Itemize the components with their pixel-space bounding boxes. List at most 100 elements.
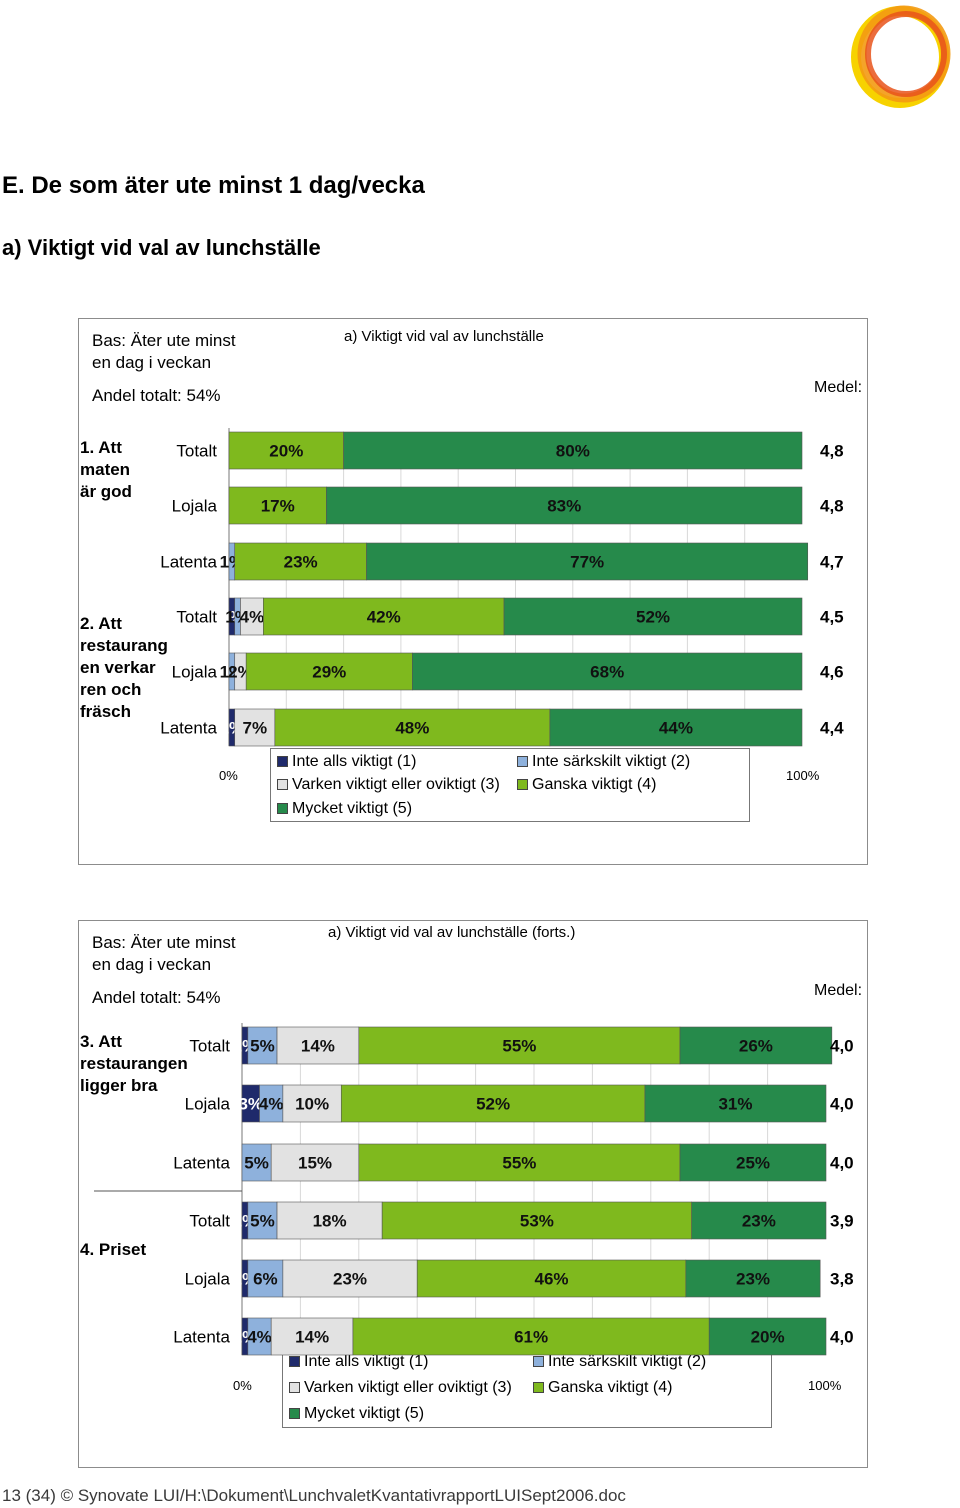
- medel-value: 4,0: [830, 1154, 854, 1173]
- data-label: 17%: [261, 497, 295, 516]
- bar-segment: [282, 1259, 418, 1298]
- data-label: 23%: [333, 1270, 367, 1289]
- group-label: Totalt: [176, 442, 217, 461]
- bar-segment: [234, 542, 367, 581]
- andel-text: Andel totalt: 54%: [92, 988, 221, 1007]
- group-label: Latenta: [160, 553, 217, 572]
- data-label: 20%: [751, 1328, 785, 1347]
- medel-value: 4,5: [820, 608, 844, 627]
- category-label-2: 2. Att restaurang en verkar ren och fräs…: [80, 614, 168, 721]
- legend-item-2: Inte särkskilt viktigt (2): [533, 1353, 706, 1371]
- data-label: 46%: [535, 1270, 569, 1289]
- medel-value: 4,0: [830, 1037, 854, 1056]
- bar-segment: [228, 486, 327, 525]
- bar-segment: [340, 1084, 646, 1123]
- base-text-line2: en dag i veckan: [92, 955, 212, 974]
- page-heading: E. De som äter ute minst 1 dag/vecka: [2, 172, 425, 199]
- bar-segment: [679, 1026, 833, 1065]
- group-label: Lojala: [172, 497, 218, 516]
- page-subheading: a) Viktigt vid val av lunchställe: [2, 235, 321, 260]
- group-label: Latenta: [173, 1328, 230, 1347]
- legend-item-5: Mycket viktigt (5): [289, 1405, 424, 1423]
- group-label: Totalt: [189, 1212, 230, 1231]
- bar-segment: [352, 1317, 710, 1356]
- bar-segment: [270, 1143, 360, 1182]
- bar-segment: [263, 597, 505, 636]
- legend-item-2: Inte särkskilt viktigt (2): [517, 753, 690, 771]
- data-label: 61%: [514, 1328, 548, 1347]
- data-label: 83%: [547, 497, 581, 516]
- data-label: 23%: [284, 553, 318, 572]
- bar-segment: [247, 1026, 278, 1065]
- bar-segment: [358, 1143, 681, 1182]
- data-label: 4%: [247, 1328, 272, 1347]
- data-label: 48%: [395, 719, 429, 738]
- bar-segment: [274, 708, 551, 747]
- data-label: 53%: [520, 1212, 554, 1231]
- legend-swatch-4: [533, 1382, 544, 1393]
- axis-max-label: 100%: [808, 1378, 842, 1393]
- andel-text: Andel totalt: 54%: [92, 386, 221, 405]
- bar-segment: [691, 1201, 827, 1240]
- bar-segment: [245, 652, 413, 691]
- axis-min-label: 0%: [233, 1378, 252, 1393]
- legend-swatch-3: [289, 1382, 300, 1393]
- category-label-3: 3. Att restaurangen ligger bra: [80, 1032, 188, 1095]
- base-text-line2: en dag i veckan: [92, 353, 212, 372]
- data-label: 52%: [636, 608, 670, 627]
- legend-item-1: Inte alls viktigt (1): [289, 1353, 428, 1371]
- legend-swatch-1: [277, 756, 288, 767]
- bar-segment: [276, 1201, 383, 1240]
- legend-swatch-4: [517, 779, 528, 790]
- data-label: 14%: [295, 1328, 329, 1347]
- bar-segment: [270, 1317, 354, 1356]
- data-label: 25%: [736, 1154, 770, 1173]
- legend-swatch-2: [517, 756, 528, 767]
- legend-item-4: Ganska viktigt (4): [533, 1379, 672, 1397]
- chart-legend-1: Inte alls viktigt (1) Inte särkskilt vik…: [270, 748, 750, 822]
- data-label: 3%: [238, 1095, 263, 1114]
- data-label: 42%: [367, 608, 401, 627]
- data-label: 15%: [298, 1154, 332, 1173]
- bar-segment: [326, 486, 803, 525]
- axis-max-label: 100%: [786, 768, 820, 783]
- bar-segment: [685, 1259, 821, 1298]
- data-label: 68%: [590, 663, 624, 682]
- group-label: Latenta: [160, 719, 217, 738]
- category-label-4: 4. Priset: [80, 1240, 147, 1259]
- data-label: 4%: [240, 608, 265, 627]
- bar-segment: [503, 597, 803, 636]
- legend-item-5: Mycket viktigt (5): [277, 800, 412, 818]
- company-logo: [851, 5, 951, 108]
- bar-segment: [412, 652, 803, 691]
- medel-value: 4,8: [820, 442, 844, 461]
- legend-item-3: Varken viktigt eller oviktigt (3): [277, 776, 500, 794]
- bar-segment: [644, 1084, 827, 1123]
- chart-title: a) Viktigt vid val av lunchställe (forts…: [328, 924, 576, 941]
- bar-segment: [708, 1317, 827, 1356]
- data-label: 14%: [301, 1037, 335, 1056]
- bar-segment: [366, 542, 809, 581]
- group-label: Lojala: [172, 663, 218, 682]
- medel-value: 4,8: [820, 497, 844, 516]
- data-label: 5%: [244, 1154, 269, 1173]
- legend-swatch-5: [277, 803, 288, 814]
- data-label: 23%: [736, 1270, 770, 1289]
- medel-value: 4,4: [820, 719, 844, 738]
- medel-value: 4,7: [820, 553, 844, 572]
- bar-segment: [358, 1026, 681, 1065]
- data-label: 80%: [556, 442, 590, 461]
- data-label: 29%: [312, 663, 346, 682]
- medel-value: 4,0: [830, 1328, 854, 1347]
- medel-value: 3,8: [830, 1270, 854, 1289]
- bar-segment: [549, 708, 803, 747]
- bar-segment: [241, 1143, 272, 1182]
- data-label: 31%: [718, 1095, 752, 1114]
- medel-value: 4,6: [820, 663, 844, 682]
- bar-segment: [228, 431, 344, 470]
- group-label: Lojala: [185, 1270, 231, 1289]
- group-label: Totalt: [189, 1037, 230, 1056]
- data-label: 5%: [250, 1212, 275, 1231]
- data-label: 23%: [742, 1212, 776, 1231]
- base-text-line1: Bas: Äter ute minst: [92, 933, 236, 952]
